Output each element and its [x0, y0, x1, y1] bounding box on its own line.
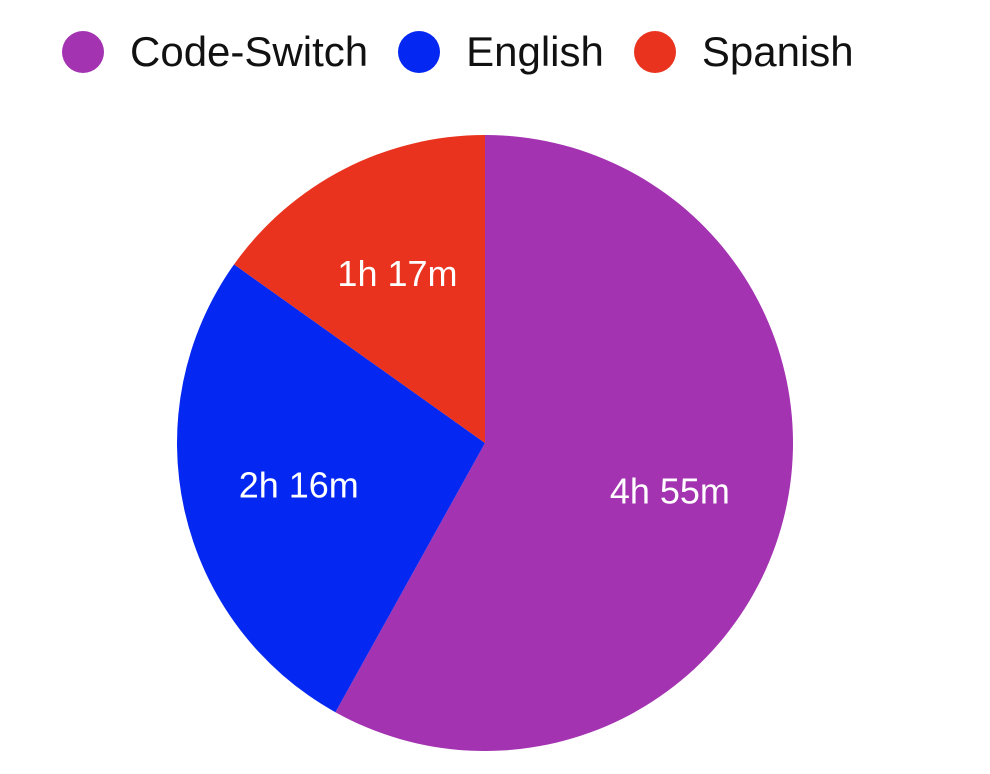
- legend-item-english[interactable]: English: [398, 31, 604, 73]
- legend-item-spanish[interactable]: Spanish: [633, 28, 854, 75]
- legend-label-spanish: Spanish: [701, 28, 854, 75]
- chart-legend: Code-Switch English Spanish: [62, 26, 854, 78]
- legend-swatch-english: [398, 31, 441, 73]
- legend-item-code-switch[interactable]: Code-Switch: [62, 31, 368, 73]
- legend-label-english: English: [466, 28, 604, 75]
- pie-slice-spanish[interactable]: [234, 135, 485, 443]
- legend-swatch-spanish: [633, 31, 676, 73]
- legend-swatch-code-switch: [62, 31, 104, 73]
- legend-label-code-switch: Code-Switch: [130, 28, 369, 75]
- pie-slice-labels: 4h 55m 2h 16m 1h 17m: [239, 253, 730, 512]
- slice-label-english: 2h 16m: [239, 465, 359, 506]
- pie-slices: [177, 135, 794, 752]
- pie-slice-english[interactable]: [177, 264, 485, 713]
- pie-slice-code-switch[interactable]: [335, 135, 794, 752]
- slice-label-spanish: 1h 17m: [337, 253, 457, 294]
- slice-label-code-switch: 4h 55m: [610, 470, 730, 511]
